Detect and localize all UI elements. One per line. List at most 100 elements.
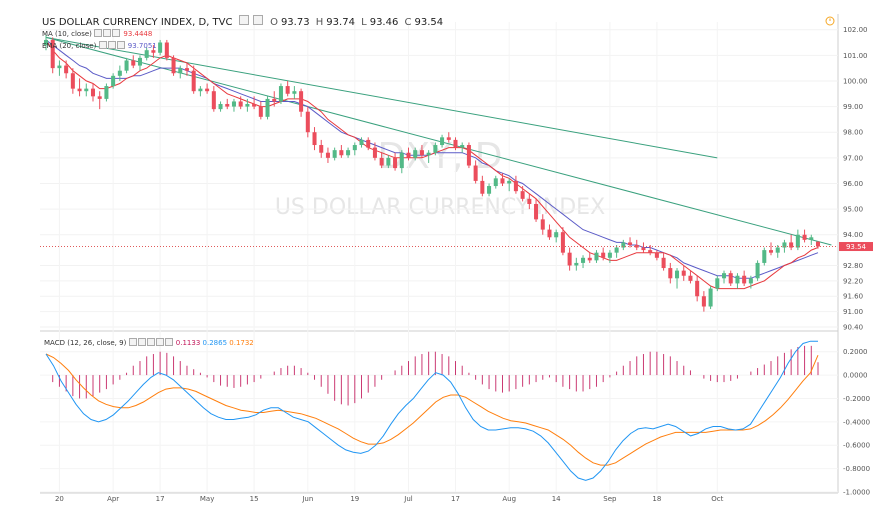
sma-close-icon[interactable]: [112, 29, 121, 37]
sma-eye-icon[interactable]: [94, 29, 103, 37]
macd-tick-label: -0.8000: [843, 465, 870, 473]
candle-body: [701, 296, 706, 307]
time-tick-label: 20: [55, 495, 64, 503]
macd-up-icon[interactable]: [155, 338, 164, 346]
price-tick-label: 91.60: [843, 293, 863, 301]
time-tick-label: 14: [552, 495, 561, 503]
last-price-label: 93.54: [846, 243, 867, 251]
price-tick-label: 97.00: [843, 154, 863, 162]
macd-legend[interactable]: MACD (12, 26, close, 9) 0.1133 0.2865 0.…: [44, 338, 254, 347]
close-label: C: [404, 17, 412, 28]
macd-tick-label: -0.6000: [843, 442, 870, 450]
candle-body: [728, 273, 733, 284]
settings-gear-icon[interactable]: [252, 15, 263, 25]
candle-body: [715, 278, 720, 289]
trendline[interactable]: [45, 36, 718, 159]
candle-body: [775, 247, 780, 253]
candle-body: [473, 165, 478, 181]
candle-body: [379, 157, 384, 166]
ema-value: 93.7051: [127, 42, 157, 50]
time-tick-label: Apr: [107, 495, 119, 503]
price-tick-label: 96.00: [843, 180, 863, 188]
candle-body: [413, 150, 418, 158]
ema-settings-icon[interactable]: [107, 41, 116, 49]
macd-down-icon[interactable]: [164, 338, 173, 346]
candle-body: [466, 145, 471, 166]
candle-body: [755, 262, 760, 279]
candle-body: [426, 152, 431, 156]
candle-body: [735, 275, 740, 284]
candle-body: [742, 275, 747, 284]
candle-body: [77, 88, 82, 92]
candle-body: [285, 86, 290, 94]
alert-clock-icon[interactable]: [825, 16, 835, 26]
time-tick-label: 15: [250, 495, 259, 503]
candle-body: [399, 152, 404, 169]
time-tick-label: Jul: [403, 495, 413, 503]
sma-value: 93.4448: [123, 30, 153, 38]
candle-body: [312, 132, 317, 146]
candle-body: [748, 278, 753, 284]
candle-body: [815, 241, 821, 247]
candle-body: [359, 139, 364, 146]
macd-tick-label: 0.2000: [843, 348, 868, 356]
sma-settings-icon[interactable]: [103, 29, 112, 37]
candle-body: [90, 88, 96, 97]
candle-body: [540, 219, 545, 230]
candle-body: [231, 101, 236, 107]
sma-legend[interactable]: MA (10, close) 93.4448: [42, 29, 152, 38]
open-value: 93.73: [280, 17, 310, 28]
price-tick-label: 94.00: [843, 231, 863, 239]
candle-body: [97, 96, 102, 99]
low-label: L: [361, 17, 367, 28]
price-tick-label: 98.00: [843, 129, 863, 137]
candle-body: [245, 104, 250, 107]
candle-body: [178, 68, 183, 74]
candle-body: [507, 180, 512, 184]
candle-body: [419, 150, 424, 156]
candle-body: [782, 242, 787, 248]
candle-body: [681, 270, 686, 276]
trendline[interactable]: [45, 36, 832, 246]
price-tick-label: 101.00: [843, 52, 868, 60]
candle-body: [601, 252, 606, 258]
macd-line: [45, 340, 818, 481]
ema-legend[interactable]: EMA (20, close) 93.7051: [42, 41, 157, 50]
candle-body: [184, 68, 189, 71]
macd-eye-icon[interactable]: [128, 338, 137, 346]
price-tick-label: 99.00: [843, 103, 863, 111]
candle-body: [587, 257, 592, 261]
candle-body: [292, 91, 297, 94]
candle-body: [500, 178, 505, 184]
macd-tick-label: -0.4000: [843, 418, 870, 426]
candle-body: [218, 104, 223, 110]
candle-body: [191, 70, 196, 92]
candle-body: [265, 98, 270, 117]
close-value: 93.54: [414, 17, 444, 28]
time-tick-label: Aug: [502, 495, 516, 503]
candle-body: [346, 150, 351, 156]
visibility-toggle-icon[interactable]: [238, 15, 249, 25]
ema-close-icon[interactable]: [116, 41, 125, 49]
candle-body: [560, 232, 565, 253]
candle-body: [158, 42, 163, 53]
candle-body: [574, 262, 579, 266]
ema-eye-icon[interactable]: [98, 41, 107, 49]
macd-close-icon[interactable]: [146, 338, 155, 346]
candle-body: [547, 229, 552, 238]
macd-tick-label: -1.0000: [843, 489, 870, 497]
macd-settings-icon[interactable]: [137, 338, 146, 346]
macd-macd-value: 0.2865: [202, 339, 228, 347]
candle-body: [614, 247, 619, 253]
candle-body: [634, 244, 639, 248]
candle-body: [151, 50, 156, 53]
symbol-title[interactable]: US DOLLAR CURRENCY INDEX, D, TVC: [42, 17, 233, 28]
price-tick-label: 92.80: [843, 262, 863, 270]
price-tick-label: 95.00: [843, 206, 863, 214]
candle-body: [460, 145, 465, 148]
candle-body: [352, 145, 357, 151]
candle-body: [688, 275, 693, 281]
open-label: O: [270, 17, 278, 28]
